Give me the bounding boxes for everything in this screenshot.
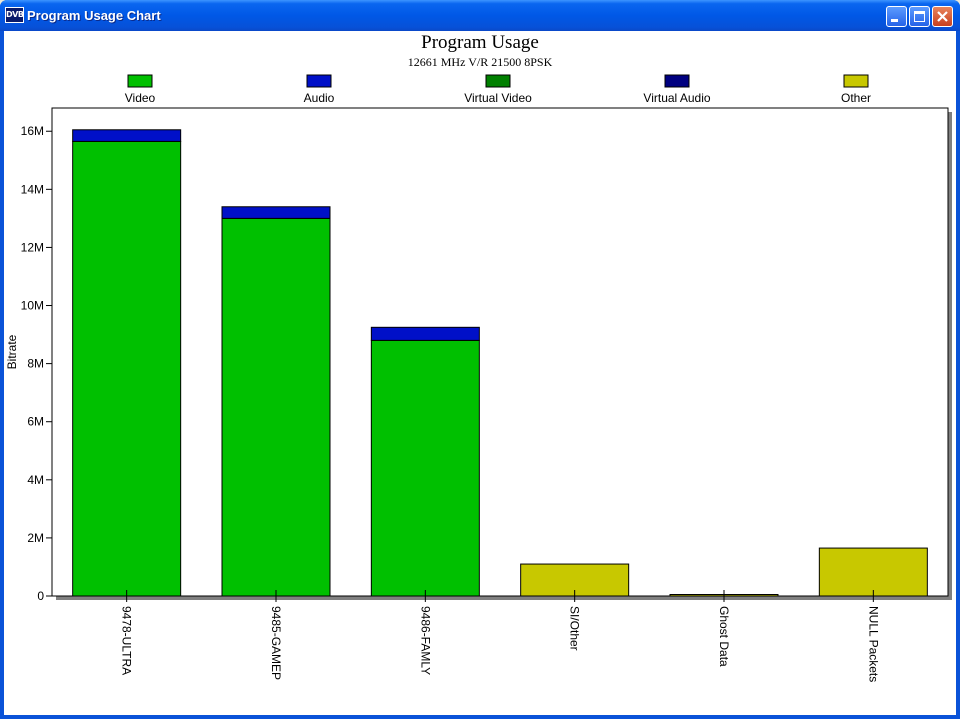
plot-frame [51, 107, 949, 597]
category-label: 9485-GAMEP [269, 606, 283, 680]
legend-swatch-virtual-video [485, 74, 511, 88]
chart-area: Program Usage 12661 MHz V/R 21500 8PSK Vid… [4, 31, 956, 715]
category-label: SI/Other [568, 606, 582, 651]
bar-9485-gamep-video [221, 217, 331, 597]
legend-swatch-virtual-audio [664, 74, 690, 88]
bar-9486-famly-audio [370, 326, 480, 341]
legend-label-virtual-audio: Virtual Audio [643, 91, 710, 105]
minimize-button[interactable] [886, 6, 907, 27]
bar-9486-famly-video [370, 339, 480, 597]
legend-label-virtual-video: Virtual Video [464, 91, 532, 105]
y-tick-label: 12M [21, 240, 44, 254]
close-icon [937, 11, 948, 22]
legend-swatch-other [843, 74, 869, 88]
program-usage-chart: Program Usage 12661 MHz V/R 21500 8PSK Vid… [5, 32, 952, 682]
category-label: Ghost Data [717, 606, 731, 667]
dvb-app-icon[interactable]: DVB [5, 7, 24, 23]
y-tick-label: 8M [27, 357, 44, 371]
category-label: NULL Packets [866, 606, 880, 682]
y-tick-label: 14M [21, 182, 44, 196]
bar-null-packets-other [818, 547, 928, 597]
category-label: 9478-ULTRA [120, 606, 134, 675]
maximize-icon [914, 11, 925, 22]
bar-9478-ultra-video [72, 140, 182, 597]
bar-9485-gamep-audio [221, 206, 331, 219]
bar-9478-ultra-audio [72, 129, 182, 142]
close-button[interactable] [932, 6, 953, 27]
legend-swatch-audio [306, 74, 332, 88]
title-bar[interactable]: DVB Program Usage Chart [0, 0, 960, 31]
y-tick-label: 2M [27, 531, 44, 545]
chart-subtitle: 12661 MHz V/R 21500 8PSK [408, 55, 553, 69]
window-title: Program Usage Chart [27, 8, 161, 23]
y-tick-label: 6M [27, 415, 44, 429]
maximize-button[interactable] [909, 6, 930, 27]
chart-title: Program Usage [421, 32, 539, 53]
y-tick-label: 4M [27, 473, 44, 487]
category-label: 9486-FAMLY [418, 606, 432, 675]
legend-swatch-video [127, 74, 153, 88]
legend-label-audio: Audio [304, 91, 335, 105]
y-tick-label: 10M [21, 299, 44, 313]
y-tick-label: 16M [21, 124, 44, 138]
legend-label-video: Video [125, 91, 156, 105]
y-axis-label: Bitrate [5, 334, 19, 369]
minimize-icon [891, 19, 898, 22]
legend-label-other: Other [841, 91, 871, 105]
y-tick-label: 0 [37, 589, 44, 603]
